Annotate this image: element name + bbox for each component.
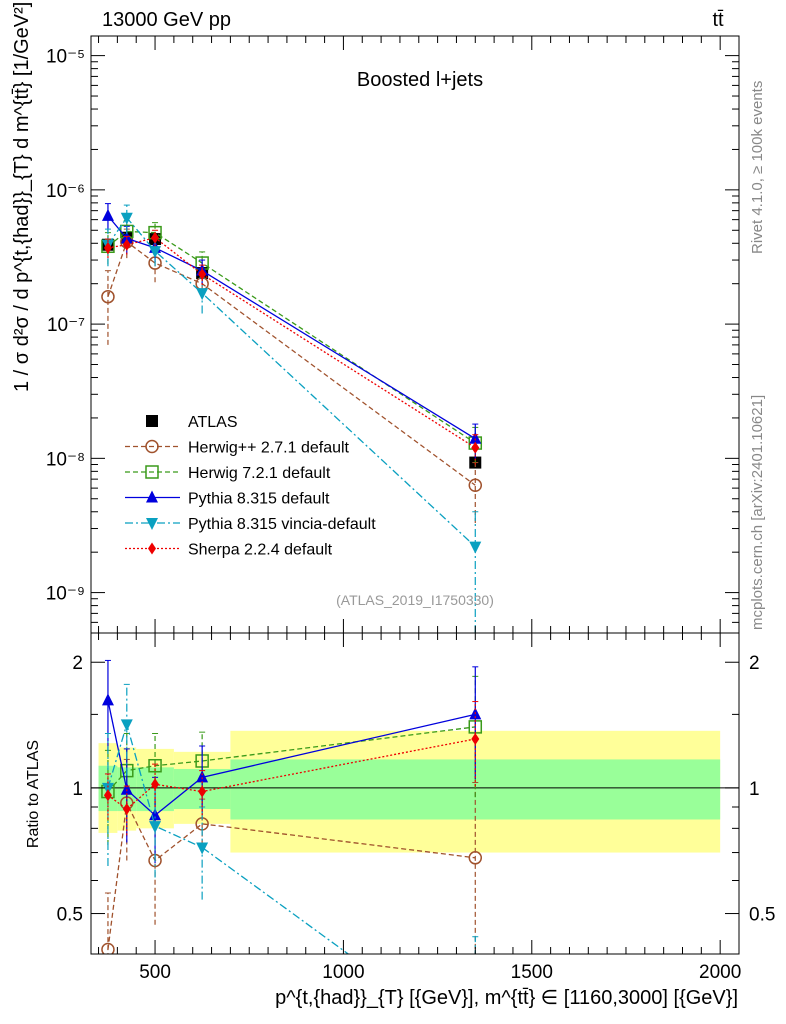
legend-label: Pythia 8.315 vincia-default [188, 516, 376, 533]
main-y-tick-label: 10⁻⁹ [46, 584, 85, 605]
ratio-series-layer [101, 659, 483, 954]
main-data-point [149, 246, 162, 259]
main-data-point [122, 238, 131, 251]
ratio-y-tick-label-right: 1 [749, 779, 760, 800]
legend-entry-0: ATLAS [146, 414, 238, 431]
ratio-data-point [120, 719, 133, 732]
x-tick-label: 2000 [699, 962, 741, 983]
ratio-series-clipped [101, 659, 483, 954]
legend-entry-3: Pythia 8.315 default [125, 490, 330, 508]
header-process-label: tt̄ [712, 9, 724, 31]
ratio-y-tick-label: 0.5 [57, 905, 83, 926]
main-y-tick-label: 10⁻⁸ [46, 449, 85, 470]
ratio-y-axis-label: Ratio to ATLAS [25, 740, 42, 848]
legend-label: Herwig 7.2.1 default [188, 465, 331, 482]
ratio-data-point [196, 842, 209, 855]
legend-entry-1: Herwig++ 2.7.1 default [125, 440, 350, 457]
main-y-tick-label: 10⁻⁷ [47, 315, 85, 336]
x-axis-label: p^{t,{had}}_{T} [{GeV}], m^{tt̄} ∈ [1160… [275, 987, 738, 1009]
main-title: Boosted l+jets [357, 69, 483, 91]
main-data-point [471, 441, 480, 454]
legend-label: Sherpa 2.2.4 default [188, 542, 333, 559]
ratio-data-point [101, 693, 114, 706]
main-data-point [198, 268, 207, 281]
ratio-data-point [471, 732, 480, 745]
legend-marker [146, 518, 158, 530]
legend-marker [145, 439, 159, 454]
legend-label: Pythia 8.315 default [188, 491, 330, 508]
legend-entry-4: Pythia 8.315 vincia-default [125, 516, 376, 533]
ratio-y-tick-label: 2 [72, 653, 83, 674]
ratio-axis-ticks: 500 1000 1500 2000 0.5 0.5 1 1 2 2 [57, 633, 775, 983]
legend-marker [145, 465, 159, 479]
main-data-point [151, 231, 160, 244]
main-series-4 [101, 204, 482, 633]
main-series-line [107, 240, 476, 486]
x-tick-label: 1500 [511, 962, 553, 983]
main-series-line [107, 215, 476, 440]
ratio-data-point [196, 770, 209, 783]
main-data-point [469, 431, 482, 444]
header-energy-label: 13000 GeV pp [102, 9, 231, 31]
x-tick-label: 500 [139, 962, 171, 983]
ratio-data-point [149, 821, 162, 834]
ratio-data-point [120, 782, 133, 795]
main-data-point [120, 212, 133, 225]
ratio-data-point [101, 782, 114, 795]
main-series-line [107, 237, 476, 449]
ratio-data-point [148, 758, 162, 773]
main-data-point [468, 478, 483, 493]
ratio-data-point [151, 778, 160, 791]
ratio-y-tick-label-right: 2 [749, 653, 760, 674]
ratio-series-4 [103, 701, 480, 836]
ratio-data-point [198, 785, 207, 798]
legend-marker [146, 490, 158, 503]
legend-entry-5: Sherpa 2.2.4 default [125, 542, 333, 559]
ratio-data-point [101, 942, 115, 954]
main-data-point [101, 289, 115, 304]
ratio-y-tick-label: 1 [72, 779, 83, 800]
main-data-point [196, 288, 209, 301]
legend-entry-2: Herwig 7.2.1 default [125, 465, 331, 482]
main-series-layer [101, 203, 483, 633]
ratio-data-point [103, 789, 112, 802]
analysis-watermark: (ATLAS_2019_I1750330) [336, 592, 494, 608]
main-y-tick-label: 10⁻⁵ [46, 47, 85, 68]
ratio-data-point [468, 851, 483, 865]
legend: ATLAS Herwig++ 2.7.1 default Herwig 7.2.1 … [125, 414, 376, 559]
main-axis-ticks: 10⁻⁹ 10⁻⁸ 10⁻⁷ 10⁻⁶ 10⁻⁵ [46, 36, 740, 634]
x-tick-label: 1000 [322, 962, 364, 983]
mcplots-source-label: mcplots.cern.ch [arXiv:2401.10621] [749, 395, 766, 630]
rivet-version-label: Rivet 4.1.0, ≥ 100k events [749, 81, 766, 254]
ratio-plot-frame [90, 632, 740, 955]
main-data-point [103, 241, 112, 254]
ratio-bands [98, 730, 721, 853]
main-series-5 [103, 229, 480, 465]
main-y-tick-label: 10⁻⁶ [46, 181, 85, 202]
main-data-point [469, 541, 482, 554]
legend-marker [146, 415, 158, 427]
ratio-data-point [122, 803, 131, 816]
main-y-axis-label: 1 / σ d²σ / d p^{t,{had}}_{T} d m^{tt̄} … [11, 2, 33, 392]
main-data-point [101, 208, 114, 221]
main-series-line [107, 230, 476, 444]
legend-marker [148, 542, 156, 555]
legend-label: ATLAS [188, 414, 238, 431]
main-series-2 [101, 220, 483, 465]
legend-label: Herwig++ 2.7.1 default [188, 440, 350, 457]
ratio-y-tick-label-right: 0.5 [749, 905, 775, 926]
